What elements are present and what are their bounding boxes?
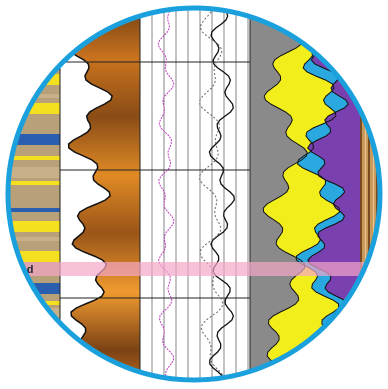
highlight-band — [0, 262, 388, 276]
litho-bed — [0, 251, 60, 262]
litho-bed — [0, 40, 60, 44]
litho-bed — [0, 47, 60, 58]
well-log-illustration: nd — [0, 0, 388, 389]
litho-bed — [0, 335, 60, 346]
log-panel: nd — [0, 0, 388, 389]
litho-bed — [0, 66, 60, 70]
litho-bed — [0, 134, 60, 145]
litho-bed — [0, 124, 60, 128]
litho-bed — [0, 301, 60, 305]
litho-bed — [0, 237, 60, 241]
litho-bed — [0, 385, 60, 389]
litho-bed — [0, 364, 60, 375]
log-tracks — [60, 0, 388, 389]
litho-bed — [0, 355, 60, 359]
litho-bed — [0, 327, 60, 331]
litho-bed — [0, 94, 60, 98]
core-image — [360, 0, 388, 389]
